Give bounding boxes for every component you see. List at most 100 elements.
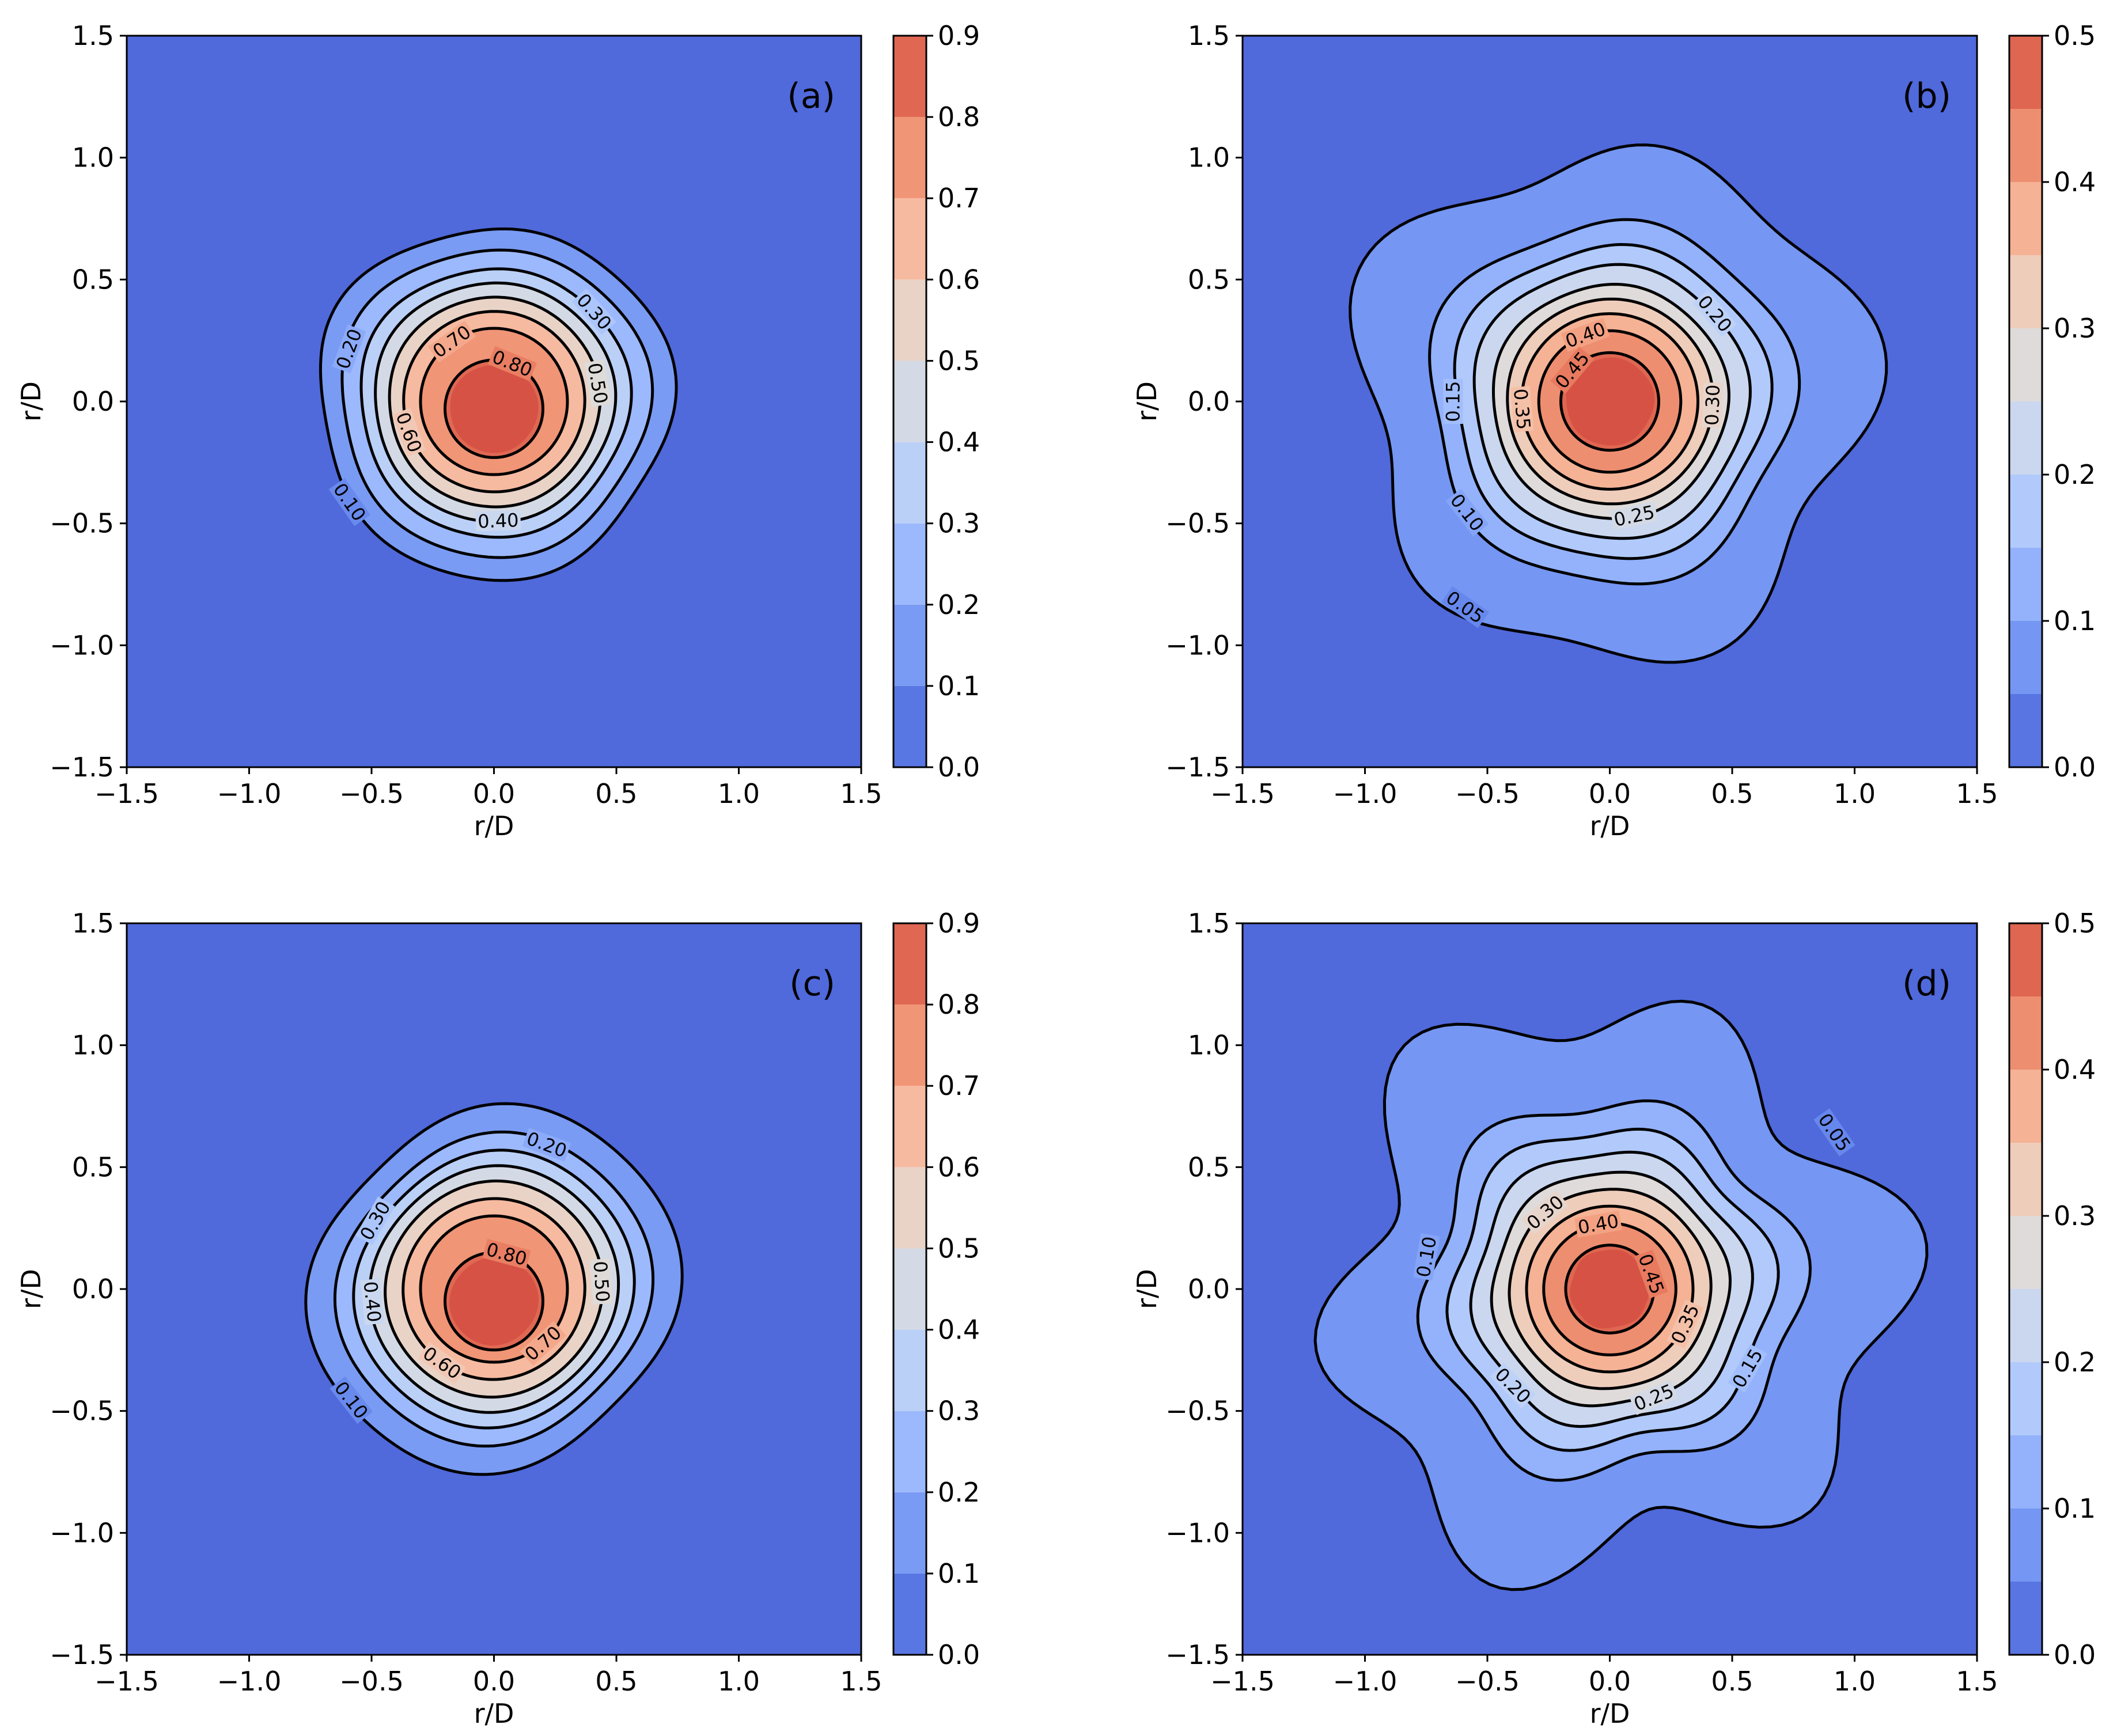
x-axis-label: r/D: [1590, 1698, 1630, 1729]
colorbar-tick-label: 0.5: [938, 345, 980, 376]
y-tick-label: 1.5: [72, 20, 114, 51]
panel-label: (d): [1902, 964, 1951, 1004]
x-tick-label: 1.5: [1956, 778, 1998, 809]
x-tick-label: −1.5: [94, 778, 159, 809]
contour-peak: [449, 1257, 539, 1345]
x-tick-label: 0.0: [1589, 778, 1631, 809]
colorbar-tick-label: 0.3: [2054, 1200, 2096, 1231]
colorbar-band: [2009, 1435, 2042, 1508]
colorbar-tick-label: 0.0: [938, 1639, 980, 1670]
y-axis-label: r/D: [16, 381, 47, 422]
contour-line-0.10: [304, 1102, 684, 1476]
colorbar-tick-label: 0.1: [938, 1558, 980, 1589]
colorbar-band: [893, 604, 926, 686]
x-tick-label: −1.5: [1210, 1666, 1275, 1697]
contour-line-0.10: [1428, 218, 1801, 586]
colorbar-tick-label: 0.2: [2054, 459, 2096, 490]
y-tick-label: 0.5: [72, 1151, 114, 1182]
contour-line-0.35: [1525, 1204, 1695, 1374]
y-tick-label: 1.0: [1188, 1030, 1230, 1061]
x-tick-label: 0.5: [595, 1666, 637, 1697]
colorbar-tick-label: 0.9: [938, 20, 980, 51]
colorbar: 0.0 0.1 0.2 0.3 0.4 0.5 0.6 0.7 0.8 0.9: [892, 20, 980, 783]
colorbar-band: [2009, 923, 2042, 996]
chart-panel-c: 0.100.200.300.40 0.500.60 0.700.80−1.5 −1.0…: [16, 908, 980, 1729]
x-tick-label: 1.0: [1834, 778, 1876, 809]
x-tick-label: 0.0: [473, 1666, 515, 1697]
colorbar-band: [893, 685, 926, 767]
contour-label-text: 0.40: [359, 1280, 385, 1324]
contour-line-0.20: [1469, 1150, 1754, 1428]
colorbar-frame: [2008, 35, 2043, 768]
colorbar-tick-label: 0.2: [938, 589, 980, 620]
colorbar-band: [893, 198, 926, 280]
contour-label-text: 0.50: [589, 1260, 614, 1303]
colorbar-band: [893, 279, 926, 361]
y-tick-label: −1.5: [1165, 1639, 1230, 1670]
colorbar-tick-label: 0.0: [2054, 1639, 2096, 1670]
colorbar-band: [893, 117, 926, 199]
colorbar-tick-label: 0.2: [2054, 1347, 2096, 1378]
y-tick-label: 1.0: [72, 1030, 114, 1061]
x-tick-label: 1.0: [718, 778, 760, 809]
contour-fill-group: [1349, 143, 1888, 664]
contour-line-0.45: [1564, 1244, 1656, 1335]
colorbar-band: [2009, 475, 2042, 548]
colorbar-tick-label: 0.8: [938, 101, 980, 132]
contour-peak: [450, 365, 539, 453]
contour-line-0.10: [1416, 1099, 1812, 1482]
x-tick-label: 0.5: [1711, 778, 1753, 809]
x-tick-label: 1.5: [840, 778, 882, 809]
chart-panel-b: 0.050.100.150.200.250.300.350.400.45−1.5…: [1131, 20, 2096, 842]
contour-line-0.40: [1537, 329, 1683, 474]
colorbar-band: [2009, 548, 2042, 621]
colorbar-tick-label: 0.7: [938, 1070, 980, 1101]
colorbar-tick-label: 0.3: [2054, 313, 2096, 344]
chart-panel-a: 0.100.200.300.400.500.600.700.80−1.5 −1.0…: [16, 20, 980, 842]
contour-line-0.40: [374, 281, 618, 524]
panel-label: (a): [787, 76, 835, 116]
contour-line-0.30: [352, 1149, 636, 1430]
contour-line-0.70: [419, 327, 569, 476]
contour-line-0.45: [1559, 351, 1661, 452]
colorbar-band: [893, 523, 926, 605]
x-axis-label: r/D: [1590, 810, 1630, 842]
contour-line-0.30: [359, 267, 633, 539]
colorbar-tick-label: 0.8: [938, 989, 980, 1020]
y-tick-label: 1.5: [72, 908, 114, 939]
y-tick-label: −1.0: [50, 630, 114, 661]
contour-line-0.05: [1313, 999, 1929, 1591]
y-tick-label: −1.0: [50, 1517, 114, 1548]
colorbar-band: [893, 1492, 926, 1574]
colorbar-band: [2009, 1289, 2042, 1362]
contour-line-0.15: [1445, 1127, 1780, 1452]
y-tick-label: 0.0: [1188, 386, 1230, 417]
colorbar-tick-label: 0.0: [938, 752, 980, 783]
contour-peak: [1570, 1249, 1651, 1329]
x-tick-label: 0.5: [595, 778, 637, 809]
colorbar-tick-label: 0.7: [938, 183, 980, 214]
colorbar-frame: [892, 35, 927, 768]
contour-line-0.30: [1508, 1188, 1713, 1390]
colorbar-frame: [2008, 922, 2043, 1656]
colorbar-tick-label: 0.1: [2054, 605, 2096, 636]
colorbar-band: [893, 1248, 926, 1330]
colorbar-band: [2009, 36, 2042, 109]
y-tick-label: 0.5: [1188, 264, 1230, 295]
contour-line-0.40: [1542, 1222, 1677, 1356]
colorbar-tick-label: 0.5: [2054, 20, 2096, 51]
y-axis-label: r/D: [1131, 381, 1162, 422]
colorbar-tick-label: 0.1: [2054, 1493, 2096, 1524]
colorbar-tick-label: 0.4: [938, 427, 980, 458]
y-tick-label: 0.0: [72, 1273, 114, 1305]
contour-line-0.60: [402, 310, 586, 494]
contour-line-0.10: [319, 228, 678, 582]
x-tick-label: −1.5: [94, 1666, 159, 1697]
y-tick-label: −1.5: [50, 752, 114, 783]
colorbar: 0.0 0.1 0.2 0.3 0.4 0.5: [2008, 908, 2096, 1670]
contour-label-text: 0.30: [1701, 384, 1724, 426]
colorbar-band: [893, 442, 926, 524]
contour-line-0.50: [384, 1179, 604, 1399]
colorbar-band: [893, 1411, 926, 1492]
x-tick-label: −0.5: [1455, 778, 1520, 809]
